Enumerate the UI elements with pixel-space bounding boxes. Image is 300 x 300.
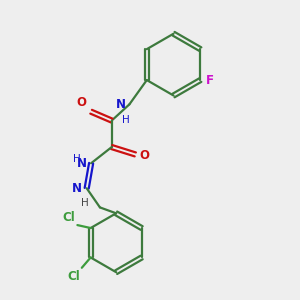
Text: N: N — [72, 182, 82, 195]
Text: H: H — [81, 198, 89, 208]
Text: H: H — [73, 154, 81, 164]
Text: N: N — [116, 98, 126, 111]
Text: H: H — [122, 115, 130, 125]
Text: Cl: Cl — [68, 270, 80, 283]
Text: Cl: Cl — [62, 211, 75, 224]
Text: N: N — [77, 157, 87, 170]
Text: O: O — [140, 149, 150, 162]
Text: O: O — [77, 96, 87, 110]
Text: F: F — [206, 74, 214, 87]
